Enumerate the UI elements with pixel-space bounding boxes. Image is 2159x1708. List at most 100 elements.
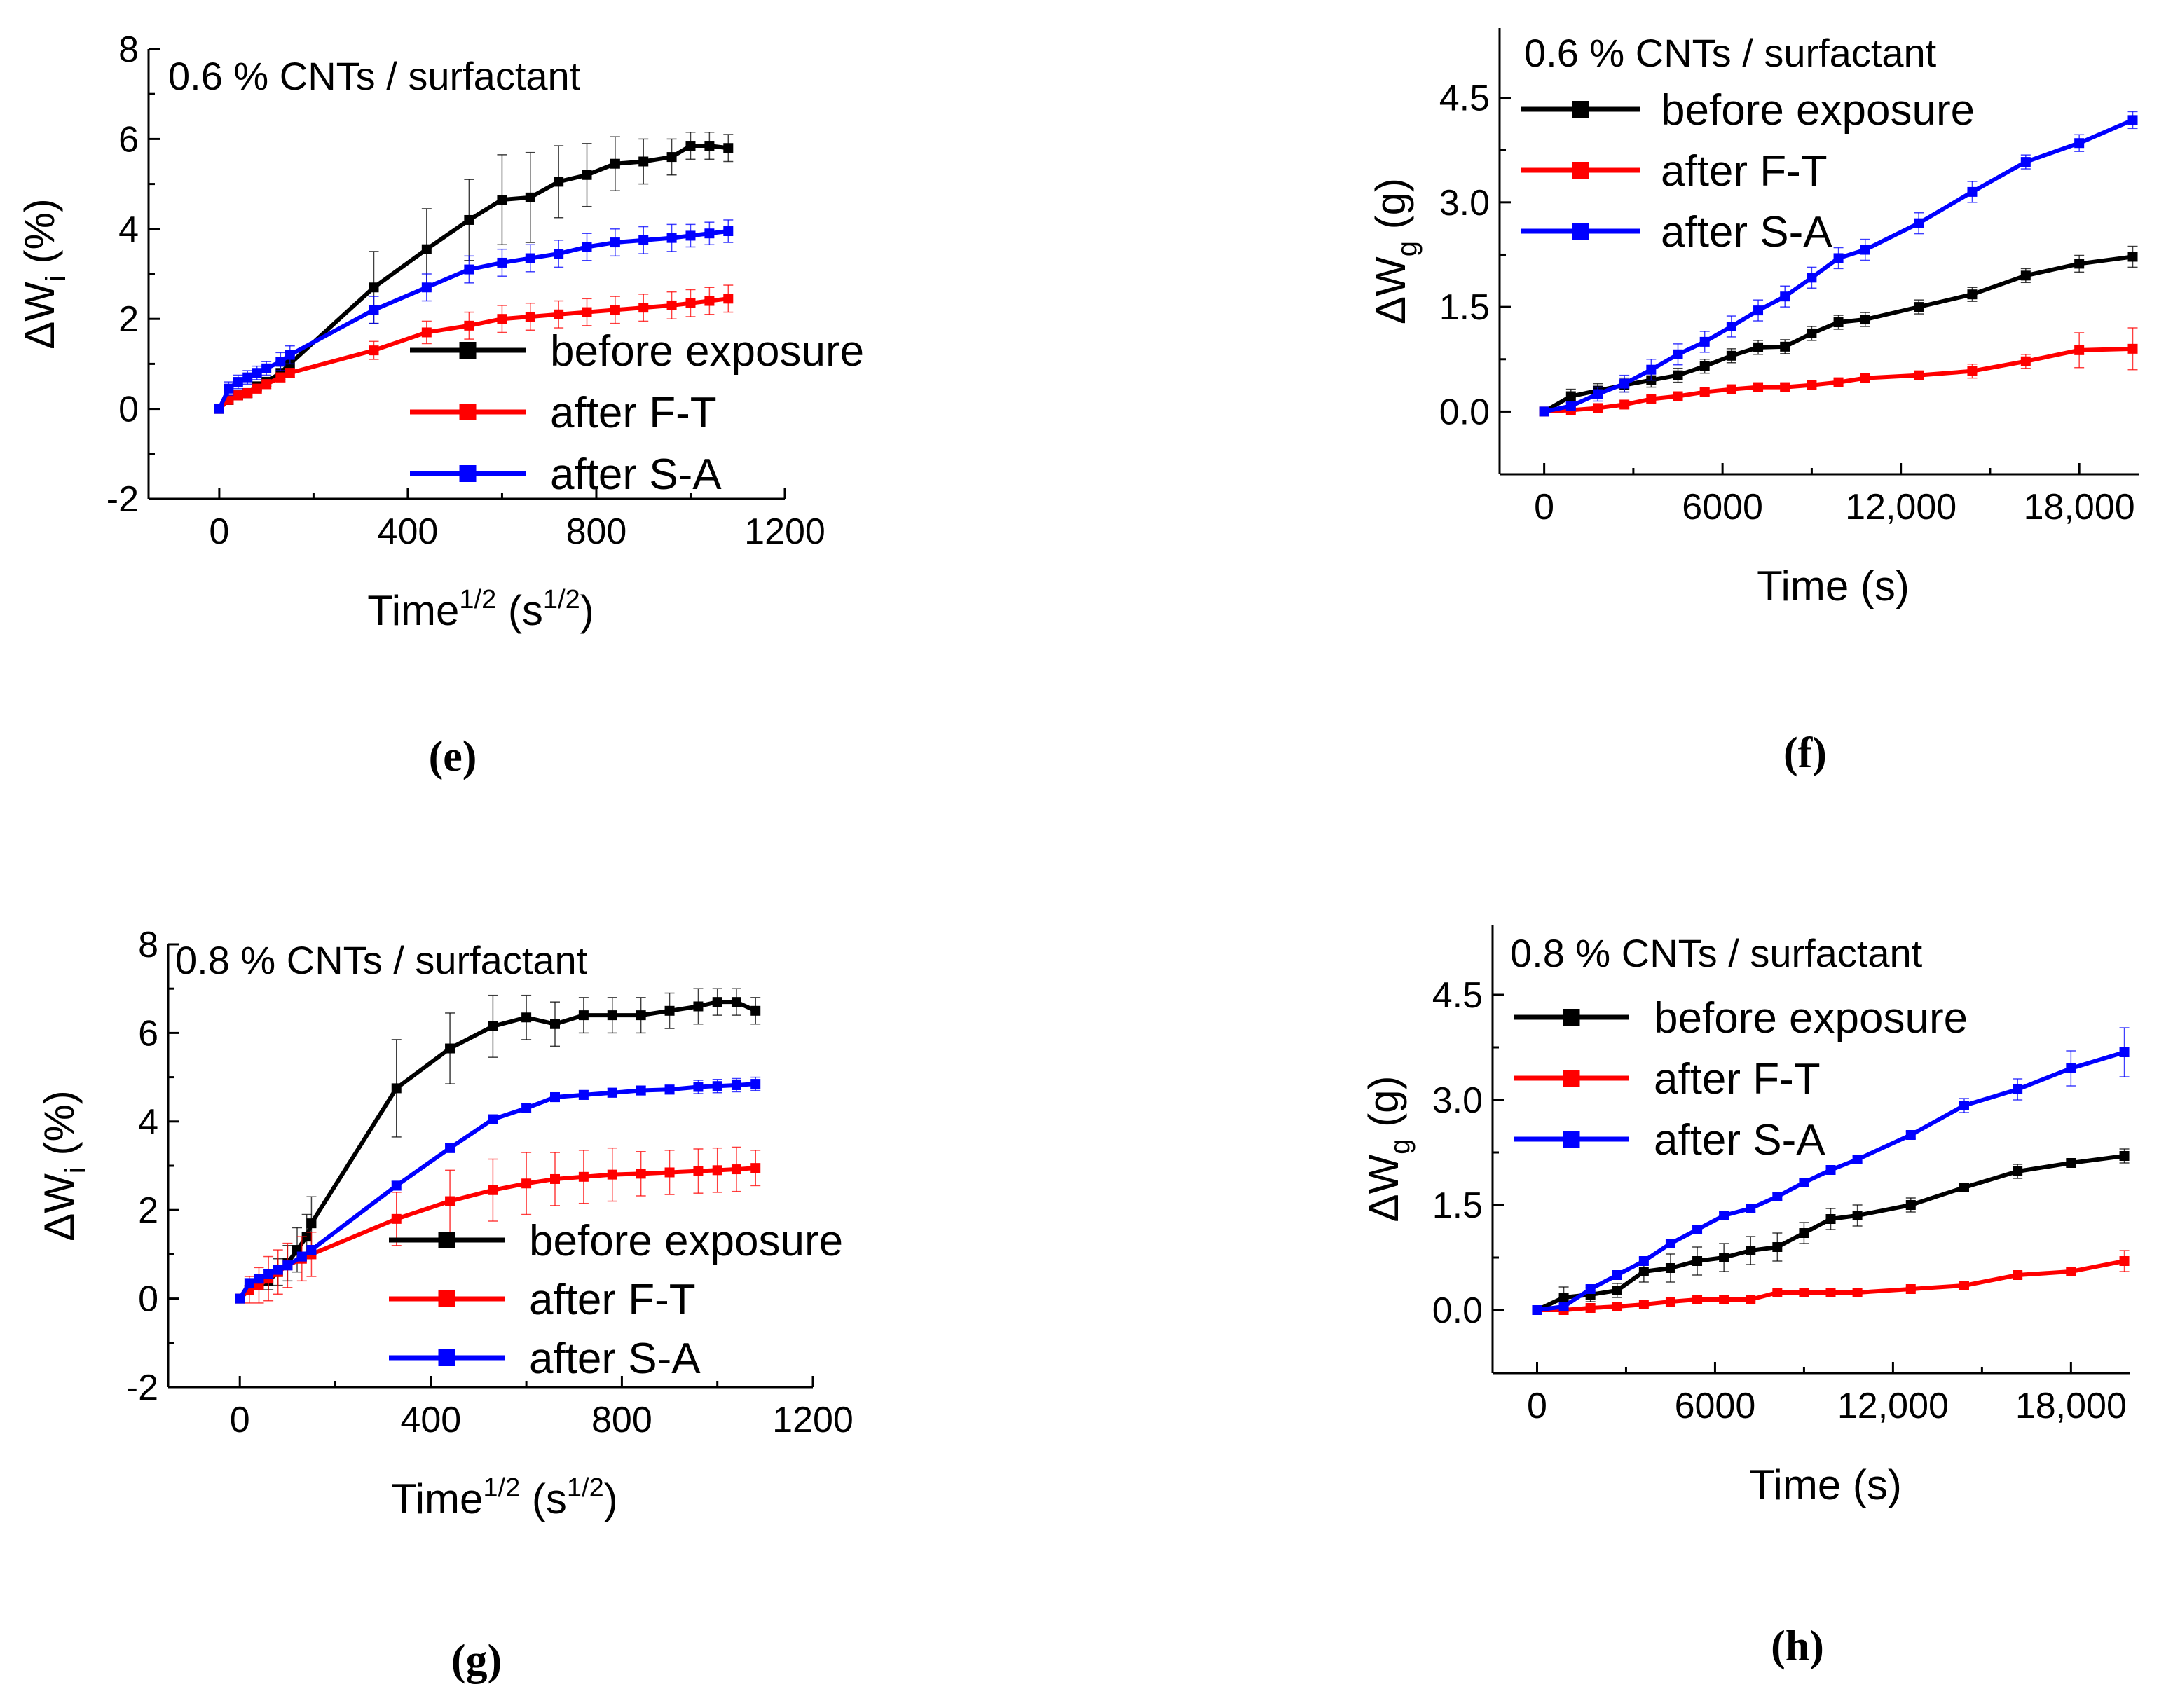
data-point — [242, 372, 253, 383]
data-point — [2127, 343, 2138, 354]
data-point — [1860, 245, 1870, 255]
data-point — [525, 253, 535, 263]
data-point — [610, 237, 620, 248]
legend-label: after F-T — [1654, 1055, 1821, 1103]
data-point — [693, 1001, 704, 1012]
data-point — [578, 1010, 589, 1021]
data-point — [1612, 1270, 1622, 1280]
legend-label: before exposure — [529, 1217, 843, 1265]
data-point — [1726, 350, 1736, 361]
data-point — [1753, 305, 1764, 316]
data-point — [1619, 399, 1630, 410]
x-axis-label-main: Time — [367, 587, 459, 634]
panel-title: 0.8 % CNTs / surfactant — [1510, 931, 1923, 975]
x-axis-label-mid: (s — [496, 587, 543, 634]
x-tick-label: 0 — [1534, 487, 1554, 528]
data-point — [1646, 364, 1657, 375]
data-point — [2013, 1084, 2023, 1094]
data-point — [1719, 1211, 1729, 1220]
data-point — [2119, 1256, 2130, 1266]
x-tick-label: 0 — [230, 1400, 250, 1440]
data-point — [391, 1083, 402, 1094]
data-point — [723, 226, 734, 237]
legend: before exposure after F-T after S-A — [410, 327, 864, 499]
y-tick-label: 0.0 — [1432, 1290, 1483, 1331]
data-point — [1967, 366, 1978, 376]
chart-panel-h: 0 6000 12,000 18,000 0.0 1.5 3.0 4.5 Time (s) ΔWg… — [1360, 925, 2130, 1670]
data-point — [282, 1260, 293, 1271]
data-point — [488, 1021, 498, 1031]
y-axis-label-main: ΔW — [1367, 256, 1414, 324]
data-point — [1905, 1200, 1916, 1210]
legend-marker — [1572, 223, 1589, 240]
x-axis-label-end: ) — [604, 1475, 618, 1522]
legend: before exposure after F-T after S-A — [1514, 994, 1968, 1164]
series-line — [217, 229, 729, 410]
data-point — [2020, 270, 2031, 281]
x-axis-label-mid: (s — [520, 1475, 567, 1522]
data-point — [664, 1084, 675, 1095]
data-point — [1772, 1288, 1783, 1297]
y-axis-label-sub: g — [1392, 241, 1423, 256]
data-point — [521, 1103, 532, 1113]
y-tick-label: 8 — [138, 925, 158, 965]
data-point — [731, 1080, 741, 1090]
data-point — [242, 388, 253, 399]
data-point — [464, 320, 474, 331]
data-point — [1585, 1284, 1596, 1294]
y-tick-label: 2 — [118, 299, 139, 340]
y-axis-label-sub: g — [1385, 1139, 1416, 1155]
data-point — [638, 303, 649, 313]
data-point — [369, 282, 379, 293]
panel-title: 0.6 % CNTs / surfactant — [1524, 31, 1937, 75]
data-point — [750, 1079, 761, 1089]
data-point — [664, 1167, 675, 1178]
x-axis-label-sup: 1/2 — [459, 585, 496, 614]
data-point — [488, 1114, 498, 1124]
data-point — [1967, 289, 1978, 300]
data-point — [550, 1019, 560, 1029]
chart-panel-f: 0 6000 12,000 18,000 0.0 1.5 3.0 4.5 Time (s) ΔWg… — [1367, 28, 2139, 777]
data-point — [2013, 1166, 2023, 1176]
data-point — [285, 368, 295, 378]
data-point — [1772, 1242, 1783, 1252]
data-point — [421, 282, 432, 293]
data-point — [750, 1005, 761, 1016]
data-point — [1539, 406, 1549, 417]
data-point — [1585, 1303, 1596, 1313]
legend-marker — [459, 404, 477, 420]
y-axis-label-end: (%) — [36, 1090, 83, 1167]
data-point — [1833, 377, 1844, 387]
data-point — [582, 242, 592, 252]
data-point — [750, 1163, 761, 1173]
y-tick-label: 0 — [118, 390, 139, 430]
panel-title: 0.6 % CNTs / surfactant — [168, 54, 581, 98]
data-point — [306, 1218, 317, 1229]
data-point — [224, 383, 234, 394]
data-point — [1852, 1211, 1863, 1220]
data-point — [2066, 1267, 2076, 1276]
data-point — [1746, 1246, 1756, 1255]
data-point — [1967, 186, 1978, 197]
data-point — [254, 1274, 264, 1284]
data-point — [2020, 157, 2031, 167]
data-point — [1860, 315, 1870, 325]
data-point — [296, 1251, 307, 1262]
y-axis-label: ΔWg (g) — [1360, 1076, 1416, 1223]
x-tick-label: 400 — [378, 511, 439, 552]
data-point — [550, 1173, 560, 1184]
data-point — [1692, 1225, 1703, 1234]
data-point — [1914, 218, 1924, 228]
data-point — [578, 1171, 589, 1182]
series-after-sa — [1539, 111, 2138, 417]
x-axis-label: Time (s) — [1749, 1461, 1902, 1508]
data-point — [582, 307, 592, 317]
panel-caption: (f) — [1783, 729, 1827, 777]
data-point — [638, 156, 649, 167]
series-line — [1537, 1050, 2125, 1312]
data-point — [554, 249, 564, 259]
data-point — [685, 230, 696, 241]
data-point — [1665, 1263, 1675, 1273]
data-point — [1780, 291, 1790, 302]
